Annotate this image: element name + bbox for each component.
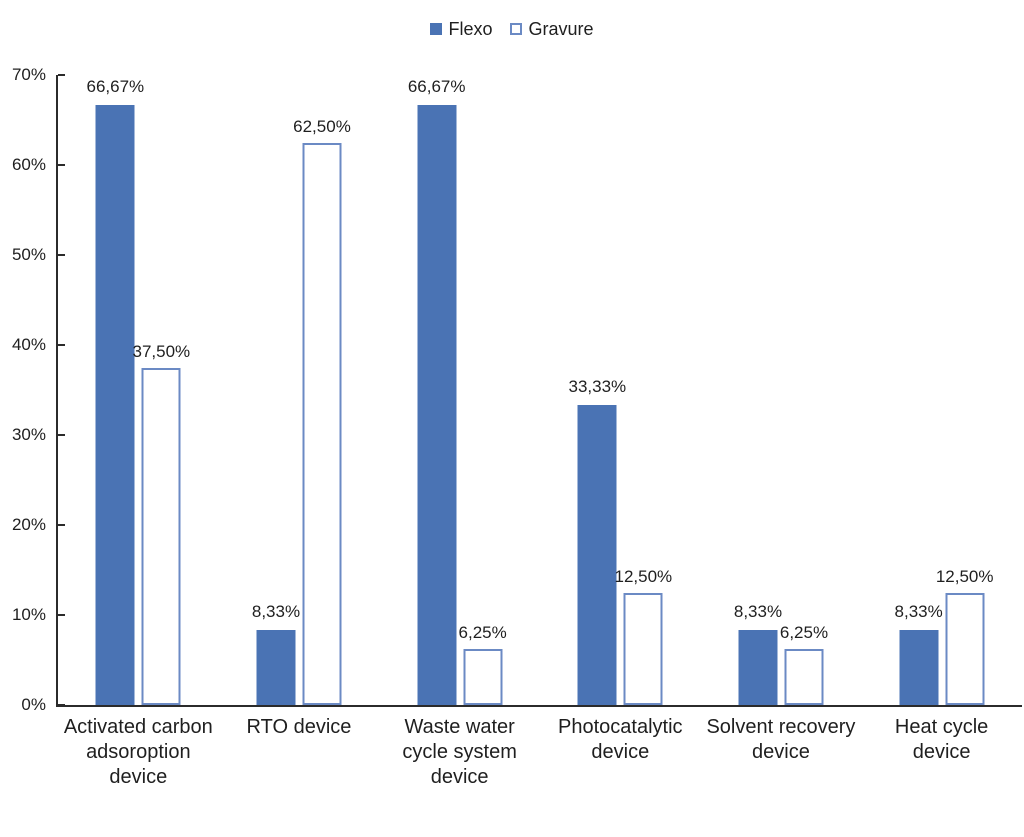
y-axis-tick-label: 30% <box>11 425 46 444</box>
category-cell: 33,33% 12,50% <box>540 75 701 705</box>
bar-value-label: 12,50% <box>935 566 994 586</box>
plot-area: 66,67% 37,50% 8,33% 62,50% 66,67% 6,25% 33,33%… <box>56 74 1022 707</box>
bar-value-label: 33,33% <box>568 377 627 397</box>
legend-label: Flexo <box>448 19 493 39</box>
bar-gravure-2: 6,25% <box>459 624 507 705</box>
bar-pair: 8,33% 62,50% <box>252 118 351 705</box>
y-axis-tick-label: 60% <box>11 155 46 174</box>
bar-gravure-1: 62,50% <box>293 118 351 705</box>
x-axis-category-label: Heat cycle device <box>894 716 989 763</box>
y-axis-tick-label: 10% <box>11 605 46 624</box>
category-cell: 8,33% 12,50% <box>861 75 1022 705</box>
bar-gravure-0: 37,50% <box>132 343 190 705</box>
bar-value-label: 37,50% <box>132 341 191 361</box>
bar-value-label: 8,33% <box>894 602 943 622</box>
y-axis-tick-label: 20% <box>11 515 46 534</box>
y-axis-tick-mark <box>58 164 65 166</box>
bar-pair: 8,33% 12,50% <box>895 568 993 705</box>
bar-flexo-1: 8,33% <box>252 603 300 705</box>
chart-legend: Flexo Gravure <box>0 20 1024 38</box>
y-axis-tick-mark <box>58 74 65 76</box>
bar-value-label: 62,50% <box>293 116 351 136</box>
y-axis-tick-mark <box>58 254 65 256</box>
legend-item-flexo: Flexo <box>430 20 492 38</box>
y-axis-tick-mark <box>58 344 65 346</box>
legend-label: Gravure <box>528 19 594 39</box>
y-axis-tick-label: 40% <box>11 335 46 354</box>
legend-swatch-outlined <box>510 23 523 35</box>
category-cell: 8,33% 6,25% <box>701 75 862 705</box>
bar-value-label: 6,25% <box>458 622 507 642</box>
category-cell: 66,67% 6,25% <box>379 75 540 705</box>
legend-item-gravure: Gravure <box>510 19 594 39</box>
category-cell: 8,33% 62,50% <box>219 75 380 705</box>
bar-pair: 33,33% 12,50% <box>568 378 672 705</box>
bar-flexo-5: 8,33% <box>895 603 943 705</box>
x-axis-category-label: Waste water cycle system device <box>402 716 517 788</box>
bar-flexo-2: 66,67% <box>408 78 465 705</box>
y-axis-tick-mark <box>58 614 65 616</box>
x-axis-category-label: RTO device <box>246 716 352 738</box>
bar-value-label: 8,33% <box>733 602 783 622</box>
x-axis-category-label: Activated carbon adsoroption device <box>63 716 213 788</box>
y-axis-tick-label: 50% <box>11 245 46 264</box>
y-axis-tick-mark <box>58 434 65 436</box>
y-axis-tick-mark <box>58 704 65 706</box>
legend-swatch-filled <box>430 23 443 35</box>
bar-flexo-4: 8,33% <box>734 603 782 705</box>
bar-pair: 66,67% 37,50% <box>86 78 190 705</box>
bar-gravure-5: 12,50% <box>936 568 993 705</box>
x-axis-category-label: Photocatalytic device <box>558 716 683 763</box>
bar-gravure-4: 6,25% <box>780 624 828 705</box>
y-axis-tick-label: 0% <box>21 695 46 714</box>
bar-value-label: 66,67% <box>407 76 466 96</box>
bar-pair: 8,33% 6,25% <box>734 603 828 705</box>
bar-value-label: 66,67% <box>86 76 145 96</box>
x-axis-labels: Activated carbon adsoroption device RTO d… <box>58 715 1022 790</box>
bar-value-label: 6,25% <box>779 622 829 642</box>
bar-flexo-3: 33,33% <box>568 378 626 705</box>
bar-value-label: 12,50% <box>614 566 673 586</box>
bar-gravure-3: 12,50% <box>614 568 672 705</box>
bar-value-label: 8,33% <box>251 602 301 622</box>
category-cell: 66,67% 37,50% <box>58 75 219 705</box>
bar-flexo-0: 66,67% <box>86 78 144 705</box>
y-axis-tick-mark <box>58 524 65 526</box>
x-axis-category-label: Solvent recovery device <box>706 716 856 763</box>
bar-pair: 66,67% 6,25% <box>408 78 507 705</box>
y-axis-tick-label: 70% <box>11 65 46 84</box>
